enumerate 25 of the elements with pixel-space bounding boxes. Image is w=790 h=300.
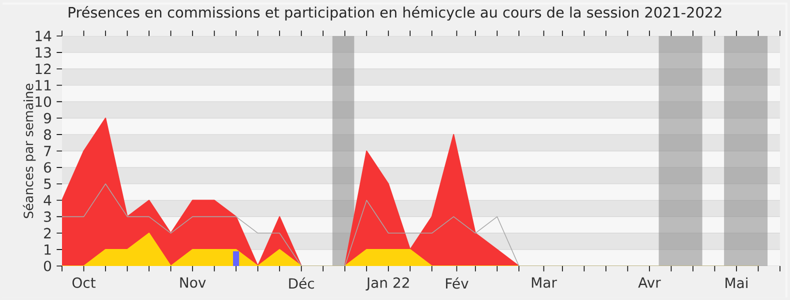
- y-tick-label: 10: [36, 96, 52, 107]
- x-tick-label: Oct: [72, 277, 96, 288]
- x-tick-label: Fév: [446, 277, 468, 289]
- x-tick-label: Avr: [638, 277, 661, 288]
- y-tick-label: 12: [36, 64, 51, 74]
- chart-title: Présences en commissions et participation en hémicycle au cours de la session 2021-2022: [68, 6, 722, 21]
- y-tick-label: 6: [44, 162, 52, 173]
- y-tick-label: 14: [36, 30, 52, 42]
- y-tick-label: 2: [44, 228, 51, 238]
- y-tick-label: 9: [44, 112, 51, 124]
- y-tick-label: 4: [44, 195, 52, 206]
- x-tick-label: Mar: [532, 277, 557, 288]
- y-tick-label: 13: [36, 47, 51, 58]
- y-tick-label: 3: [44, 211, 51, 222]
- y-tick-label: 8: [44, 129, 52, 140]
- y-tick-label: 1: [44, 244, 51, 255]
- y-axis-title: Séances par semaine: [22, 84, 36, 218]
- x-tick-label: Mai: [726, 277, 748, 288]
- y-tick-label: 5: [44, 178, 51, 190]
- x-tick-label: Nov: [180, 277, 206, 288]
- y-tick-label: 7: [44, 146, 51, 156]
- x-tick-label: Déc: [289, 277, 314, 289]
- y-tick-label: 11: [36, 80, 51, 90]
- y-tick-label: 0: [44, 260, 52, 272]
- x-tick-label: Jan 22: [366, 277, 409, 291]
